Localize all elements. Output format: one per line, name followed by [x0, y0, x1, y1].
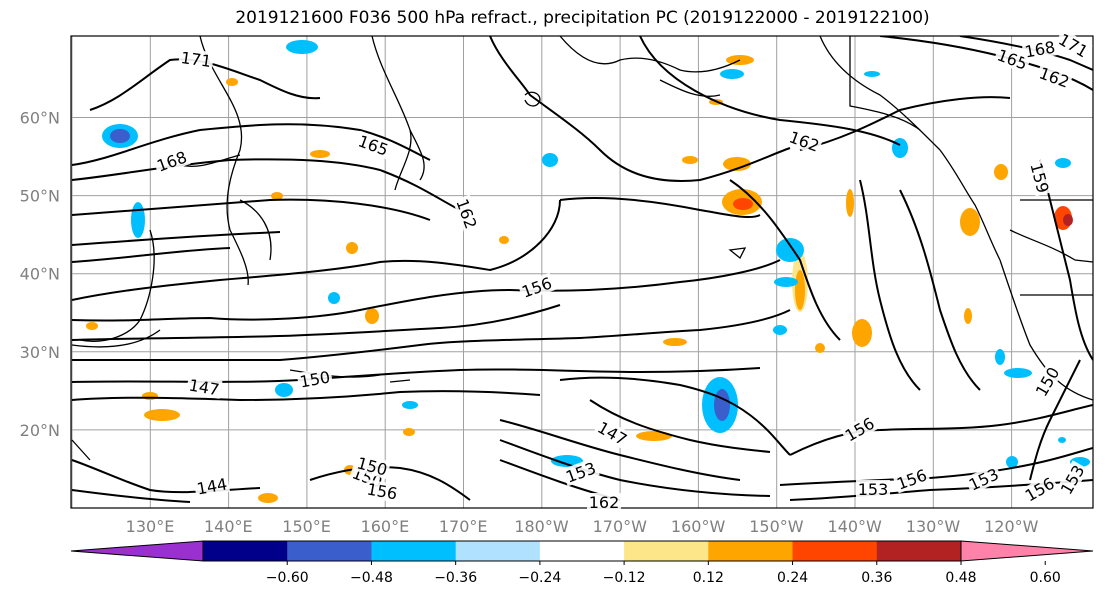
colorbar-extend-high: [960, 540, 1094, 562]
longitude-label: 170°E: [439, 517, 488, 536]
colorbar-tick-label: 0.36: [861, 570, 892, 586]
latitude-label: 60°N: [20, 109, 60, 128]
colorbar-segment: [539, 541, 625, 561]
precip-shading: [86, 40, 1090, 503]
map-title: 2019121600 F036 500 hPa refract., precip…: [235, 8, 930, 28]
latitude-label: 50°N: [20, 187, 60, 206]
latitude-label: 40°N: [20, 265, 60, 284]
longitude-label: 130°W: [906, 517, 961, 536]
latitude-labels: 60°N 50°N 40°N 30°N 20°N: [20, 109, 60, 440]
colorbar-tick-label: −0.60: [266, 570, 309, 586]
contour-label: 162: [589, 493, 620, 512]
latitude-label: 20°N: [20, 421, 60, 440]
colorbar-segment: [455, 541, 541, 561]
colorbar-tick-label: 0.60: [1030, 570, 1061, 586]
longitude-label: 150°E: [282, 517, 331, 536]
colorbar-tick-label: −0.24: [518, 570, 561, 586]
longitude-label: 140°E: [204, 517, 253, 536]
colorbar-segment: [287, 541, 372, 561]
longitude-label: 150°W: [749, 517, 804, 536]
coastlines: [71, 36, 1093, 461]
contour-label: 171: [180, 48, 213, 71]
longitude-label: 160°E: [361, 517, 410, 536]
longitude-label: 170°W: [593, 517, 648, 536]
colorbar-segment: [371, 541, 457, 561]
colorbar-extend-low: [70, 540, 204, 562]
refractivity-contours: [71, 36, 1093, 503]
colorbar-tick-label: 0.12: [693, 570, 724, 586]
colorbar-tick-label: −0.36: [434, 570, 477, 586]
longitude-label: 160°W: [671, 517, 726, 536]
longitude-label: 140°W: [828, 517, 883, 536]
map-plot-area: [71, 36, 1093, 508]
colorbar-segment: [708, 541, 794, 561]
colorbar-tick-label: −0.48: [350, 570, 393, 586]
longitude-label: 130°E: [126, 517, 175, 536]
colorbar-segment: [792, 541, 878, 561]
contour-label: 153: [858, 480, 889, 499]
colorbar: −0.60 −0.48 −0.36 −0.24 −0.12 0.12 0.24 0.36 0.4…: [70, 540, 1094, 586]
colorbar-segment: [203, 541, 288, 561]
longitude-label: 180°W: [514, 517, 569, 536]
map-frame: [70, 35, 1094, 509]
colorbar-tick-label: −0.12: [603, 570, 646, 586]
colorbar-tick-label: 0.24: [777, 570, 808, 586]
colorbar-segment: [624, 541, 709, 561]
positive-precip-patches: [86, 55, 1073, 503]
colorbar-tick-label: 0.48: [945, 570, 976, 586]
latitude-label: 30°N: [20, 343, 60, 362]
colorbar-segment: [876, 541, 962, 561]
longitude-labels: 130°E 140°E 150°E 160°E 170°E 180°W 170°W 160°W…: [126, 517, 1039, 536]
longitude-label: 120°W: [984, 517, 1039, 536]
